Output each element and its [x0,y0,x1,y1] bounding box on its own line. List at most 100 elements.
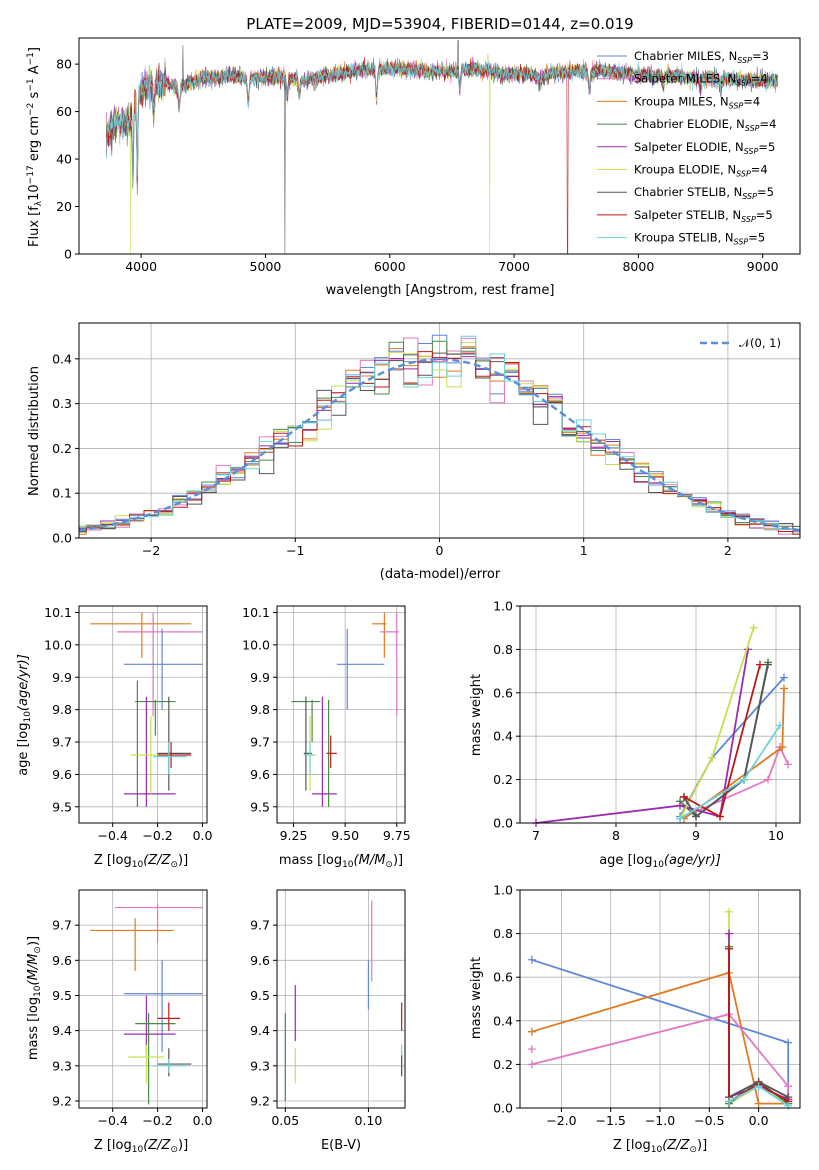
point-marker [740,775,748,784]
x-tick-label: 9.50 [331,828,359,843]
axes-frame [78,605,208,824]
age-ylabel: age [log10(age/yr)] [16,654,33,776]
y-tick-label: 9.3 [250,1058,270,1073]
point-marker [725,1097,734,1106]
spectrum-xlabel: wavelength [Angstrom, rest frame] [326,283,555,298]
legend-label: Salpeter STELIB, NSSP=5 [634,208,773,224]
y-tick-label: 1.0 [493,599,513,614]
y-tick-label: 9.6 [250,767,270,782]
y-tick-label: 9.8 [52,702,72,717]
x-tick-label: 10 [768,828,784,843]
age-vs-mass-panel: 9.25 9.50 9.75 9.5 9.6 9.7 9.8 9.9 10.0 10.1 [242,605,411,843]
y-tick-label: 10.1 [44,605,72,620]
massweight-vs-age-panel: 7 8 9 10 0.0 0.2 0.4 0.6 0.8 1.0 [493,599,801,843]
histogram-legend: 𝒩(0, 1) [700,336,781,350]
normal-legend-label: 𝒩(0, 1) [739,336,781,350]
mass-ylabel: mass [log10(M/M⊙)] [26,936,43,1060]
x-tick-label: 7000 [498,259,530,274]
y-tick-label: 9.6 [52,953,72,968]
spectrum-lines [106,40,778,254]
point-marker [784,760,792,769]
point-marker [676,814,684,823]
x-tick-label: 0.0 [193,1113,213,1128]
x-tick-label: 7 [532,828,540,843]
spectrum-legend: Chabrier MILES, NSSP=3 Salpeter MILES, NS… [597,49,776,247]
x-tick-label: −1.0 [645,1113,675,1128]
z-xlabel-3: Z [log10(Z/Z⊙)] [613,1138,707,1155]
point-marker [527,955,536,964]
y-tick-label: 10.0 [44,637,72,652]
y-tick-label: 9.6 [250,953,270,968]
mass-vs-z-panel: −0.4 −0.2 0.0 9.2 9.3 9.4 9.5 9.6 9.7 [52,889,213,1128]
point-marker [527,1060,536,1069]
spectrum-panel: 4000 5000 6000 7000 8000 9000 0 20 40 60 80 [56,37,801,274]
y-tick-label: 9.5 [250,799,270,814]
y-tick-label: 9.5 [52,988,72,1003]
y-tick-label: 9.2 [250,1093,270,1108]
y-tick-label: 20 [56,199,72,214]
y-tick-label: 9.9 [250,670,270,685]
y-tick-label: 9.7 [250,918,270,933]
y-tick-label: 0.4 [52,351,72,366]
legend-label: Chabrier MILES, NSSP=3 [634,49,769,65]
histogram-panel: −2 −1 0 1 2 0.0 0.1 0.2 0.3 0.4 [52,322,801,558]
histogram-step [79,335,800,531]
y-tick-label: 40 [56,152,72,167]
spectrum-line [106,56,778,254]
y-tick-label: 0.0 [52,531,72,546]
spectrum-ylabel: Flux [fλ10−17 erg cm−2 s−1 A−1] [26,47,44,247]
x-tick-label: 9.75 [383,828,411,843]
point-marker [749,623,758,632]
point-marker [778,743,787,752]
y-tick-label: 60 [56,104,72,119]
y-tick-label: 0.8 [493,642,513,657]
x-tick-label: −0.2 [142,828,172,843]
point-marker [725,929,734,938]
massweight-ylabel-1: mass weight [469,674,484,756]
point-marker [692,812,700,821]
point-marker [754,1099,763,1108]
y-tick-label: 0.2 [493,772,513,787]
point-marker [784,1082,793,1091]
x-tick-label: 8 [612,828,620,843]
x-tick-label: −1 [286,543,304,558]
x-tick-label: −0.2 [142,1113,172,1128]
histogram-steps [79,334,800,535]
legend-label: Kroupa MILES, NSSP=4 [634,94,760,110]
z-xlabel-2: Z [log10(Z/Z⊙)] [94,1138,188,1155]
histogram-step [79,347,800,533]
x-tick-label: −2 [142,543,160,558]
y-tick-label: 0.8 [493,926,513,941]
y-tick-label: 9.2 [52,1093,72,1108]
y-tick-label: 0.3 [52,396,72,411]
x-tick-label: −0.5 [694,1113,724,1128]
x-tick-label: 0.05 [271,1113,299,1128]
series-line [728,948,789,1104]
point-marker [725,944,734,953]
spectrum-title: PLATE=2009, MJD=53904, FIBERID=0144, z=0… [246,15,633,33]
y-tick-label: 9.5 [52,799,72,814]
point-marker [708,753,716,762]
y-tick-label: 80 [56,57,72,72]
point-marker [676,801,684,810]
x-tick-label: −0.4 [98,1113,128,1128]
x-tick-label: 9 [692,828,700,843]
axes-frame [276,889,406,1109]
x-tick-label: −1.5 [596,1113,626,1128]
y-tick-label: 0.0 [493,1101,513,1116]
x-tick-label: 9000 [747,259,779,274]
age-vs-z-panel: −0.4 −0.2 0.0 9.5 9.6 9.7 9.8 9.9 10.0 10.1 [44,605,212,843]
x-tick-label: 5000 [250,259,282,274]
point-marker [764,775,772,784]
massweight-ylabel-2: mass weight [469,957,484,1039]
histogram-xlabel: (data-model)/error [380,567,501,582]
point-marker [527,1045,536,1054]
z-xlabel-1: Z [log10(Z/Z⊙)] [94,853,188,870]
ebv-xlabel: E(B-V) [321,1138,361,1153]
series-line [679,724,781,820]
x-tick-label: 0 [436,543,444,558]
x-tick-label: 0.10 [355,1113,383,1128]
axes-frame [78,889,208,1109]
histogram-step [79,342,800,535]
